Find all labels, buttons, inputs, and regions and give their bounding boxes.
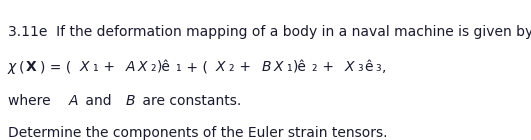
Text: ê: ê — [364, 60, 373, 74]
Text: are constants.: are constants. — [138, 94, 242, 108]
Text: + (: + ( — [183, 60, 208, 74]
Text: B: B — [126, 94, 135, 108]
Text: X: X — [274, 60, 283, 74]
Text: ₁: ₁ — [286, 60, 292, 74]
Text: ₃: ₃ — [375, 60, 381, 74]
Text: ₁: ₁ — [92, 60, 98, 74]
Text: ) = (: ) = ( — [40, 60, 71, 74]
Text: B: B — [261, 60, 271, 74]
Text: X: X — [80, 60, 89, 74]
Text: +: + — [235, 60, 255, 74]
Text: X: X — [345, 60, 354, 74]
Text: (: ( — [19, 60, 24, 74]
Text: X: X — [25, 60, 37, 74]
Text: A: A — [68, 94, 78, 108]
Text: X: X — [216, 60, 225, 74]
Text: ₁: ₁ — [175, 60, 181, 74]
Text: Determine the components of the Euler strain tensors.: Determine the components of the Euler st… — [8, 126, 388, 140]
Text: X: X — [138, 60, 148, 74]
Text: ₂: ₂ — [150, 60, 156, 74]
Text: 3.11e  If the deformation mapping of a body in a naval machine is given by: 3.11e If the deformation mapping of a bo… — [8, 25, 531, 39]
Text: )ê: )ê — [157, 60, 171, 74]
Text: χ: χ — [8, 60, 16, 74]
Text: A: A — [126, 60, 135, 74]
Text: ₂: ₂ — [228, 60, 234, 74]
Text: )ê: )ê — [293, 60, 307, 74]
Text: and: and — [81, 94, 116, 108]
Text: ₃: ₃ — [357, 60, 363, 74]
Text: +: + — [99, 60, 120, 74]
Text: +: + — [318, 60, 339, 74]
Text: where: where — [8, 94, 55, 108]
Text: ₂: ₂ — [311, 60, 316, 74]
Text: ,: , — [382, 60, 387, 74]
